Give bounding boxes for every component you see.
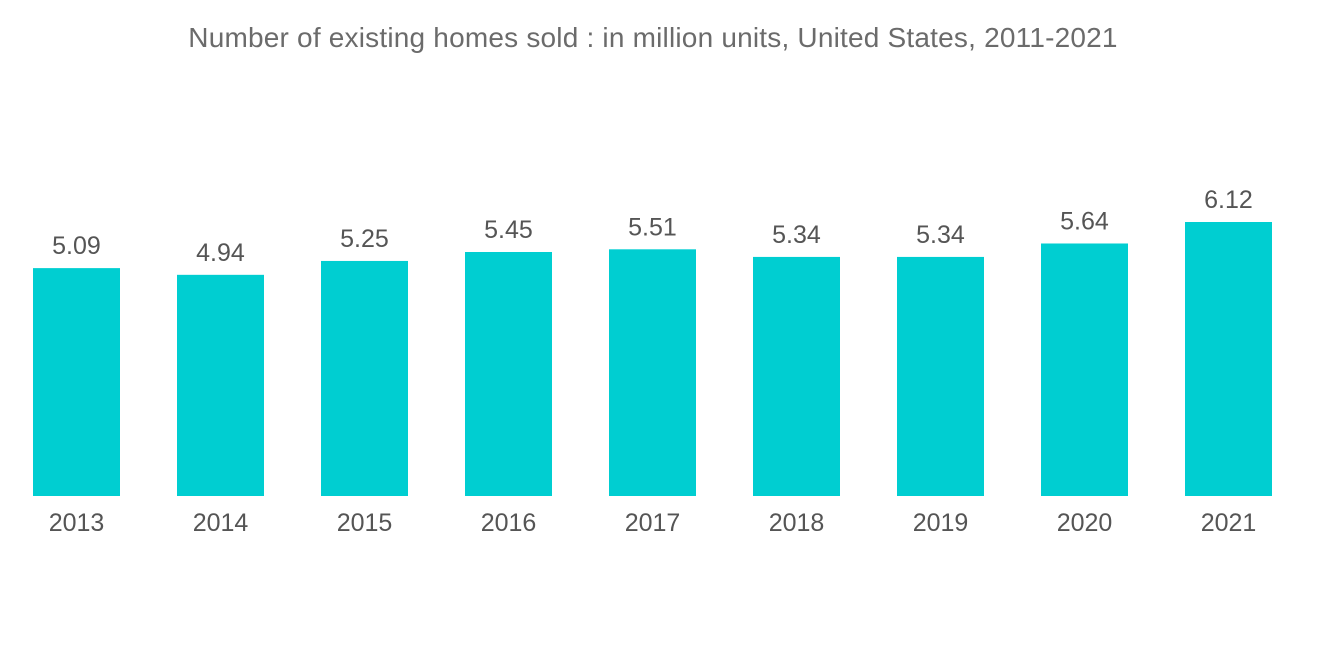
x-tick-label-2014: 2014	[193, 509, 249, 537]
bar-2013	[33, 268, 120, 496]
bar-2019	[897, 256, 984, 496]
x-axis: 2013 2014 2015 2016 2017 2018 2019 2020 2021	[49, 509, 1257, 537]
value-labels-layer: 5.09 4.94 5.25 5.45 5.51 5.34 5.34 5.64 6.12	[52, 186, 1253, 267]
x-tick-label-2015: 2015	[337, 509, 393, 537]
bar-2014	[177, 274, 264, 496]
x-tick-label-2013: 2013	[49, 509, 105, 537]
bar-2017	[609, 249, 696, 496]
value-label-2021: 6.12	[1204, 186, 1253, 214]
x-tick-label-2016: 2016	[481, 509, 537, 537]
value-label-2013: 5.09	[52, 232, 101, 260]
bar-2016	[465, 251, 552, 496]
bar-2018	[753, 256, 840, 496]
x-tick-label-2021: 2021	[1201, 509, 1257, 537]
value-label-2014: 4.94	[196, 239, 245, 267]
value-label-2018: 5.34	[772, 221, 821, 249]
bar-2020	[1041, 243, 1128, 496]
value-label-2016: 5.45	[484, 216, 533, 244]
x-tick-label-2020: 2020	[1057, 509, 1113, 537]
value-label-2015: 5.25	[340, 225, 389, 253]
x-tick-label-2017: 2017	[625, 509, 681, 537]
x-tick-label-2018: 2018	[769, 509, 825, 537]
chart-title: Number of existing homes sold : in milli…	[188, 22, 1118, 53]
value-label-2017: 5.51	[628, 213, 677, 241]
bar-2021	[1185, 222, 1272, 496]
x-tick-label-2019: 2019	[913, 509, 969, 537]
value-label-2019: 5.34	[916, 221, 965, 249]
value-label-2020: 5.64	[1060, 207, 1109, 235]
bar-2015	[321, 260, 408, 496]
bars-layer	[33, 222, 1272, 496]
